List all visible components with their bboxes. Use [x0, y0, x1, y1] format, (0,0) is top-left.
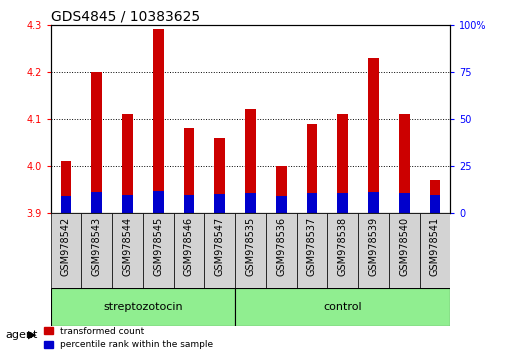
Bar: [122, 195, 133, 213]
Bar: [214, 194, 225, 213]
Bar: [50, 288, 235, 326]
Text: GDS4845 / 10383625: GDS4845 / 10383625: [50, 10, 199, 24]
Text: ▶: ▶: [28, 330, 36, 339]
Bar: [153, 29, 163, 213]
Bar: [388, 213, 419, 288]
Bar: [296, 213, 327, 288]
Bar: [81, 213, 112, 288]
Bar: [112, 213, 142, 288]
Bar: [214, 138, 225, 213]
Bar: [265, 213, 296, 288]
Bar: [244, 109, 256, 213]
Text: control: control: [323, 302, 361, 312]
Bar: [204, 213, 235, 288]
Text: GSM978535: GSM978535: [245, 217, 255, 276]
Bar: [61, 161, 71, 213]
Bar: [398, 114, 409, 213]
Bar: [306, 193, 317, 213]
Bar: [398, 193, 409, 213]
Bar: [244, 193, 256, 213]
Bar: [275, 166, 286, 213]
Bar: [429, 180, 439, 213]
Text: GSM978538: GSM978538: [337, 217, 347, 276]
Text: GSM978542: GSM978542: [61, 217, 71, 276]
Bar: [235, 213, 265, 288]
Bar: [235, 288, 449, 326]
Text: GSM978545: GSM978545: [153, 217, 163, 276]
Bar: [183, 128, 194, 213]
Bar: [61, 196, 71, 213]
Bar: [183, 195, 194, 213]
Text: GSM978544: GSM978544: [122, 217, 132, 276]
Text: GSM978541: GSM978541: [429, 217, 439, 276]
Bar: [50, 213, 81, 288]
Bar: [337, 114, 347, 213]
Text: GSM978539: GSM978539: [368, 217, 378, 276]
Bar: [122, 114, 133, 213]
Text: GSM978546: GSM978546: [184, 217, 193, 276]
Bar: [327, 213, 358, 288]
Text: GSM978540: GSM978540: [398, 217, 409, 276]
Bar: [429, 195, 439, 213]
Text: GSM978537: GSM978537: [307, 217, 316, 276]
Text: GSM978536: GSM978536: [276, 217, 286, 276]
Bar: [358, 213, 388, 288]
Bar: [419, 213, 449, 288]
Bar: [337, 193, 347, 213]
Bar: [91, 72, 102, 213]
Text: agent: agent: [5, 330, 37, 339]
Bar: [306, 124, 317, 213]
Bar: [153, 191, 163, 213]
Bar: [275, 196, 286, 213]
Bar: [173, 213, 204, 288]
Bar: [142, 213, 173, 288]
Bar: [367, 192, 378, 213]
Bar: [367, 58, 378, 213]
Text: GSM978543: GSM978543: [91, 217, 102, 276]
Bar: [91, 192, 102, 213]
Text: streptozotocin: streptozotocin: [103, 302, 182, 312]
Text: GSM978547: GSM978547: [214, 217, 224, 276]
Legend: transformed count, percentile rank within the sample: transformed count, percentile rank withi…: [40, 323, 216, 353]
